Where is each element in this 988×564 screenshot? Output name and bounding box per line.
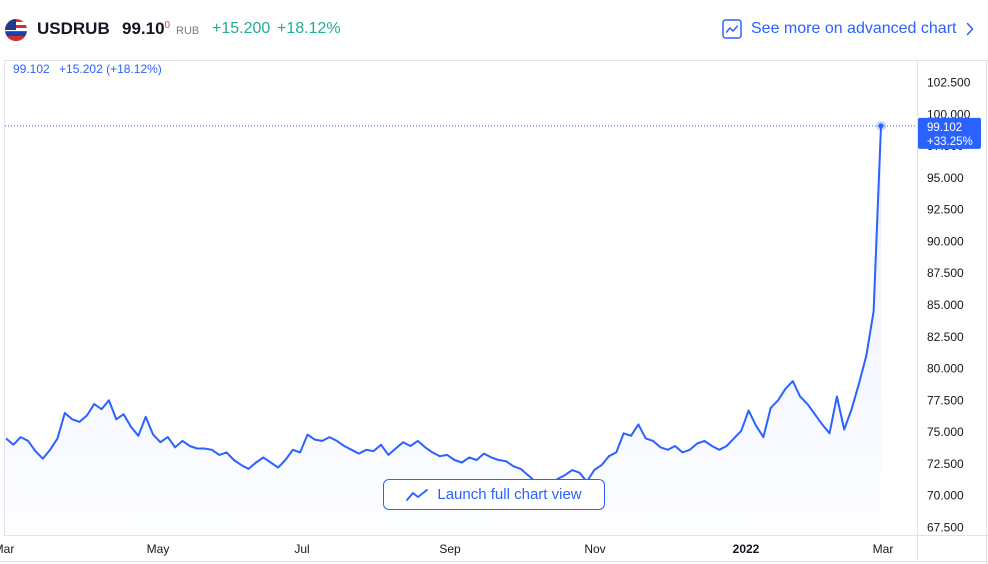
launch-full-chart-button[interactable]: Launch full chart view bbox=[383, 479, 605, 510]
x-tick-label: Mar bbox=[873, 542, 894, 556]
y-tick-label: 102.500 bbox=[927, 76, 971, 90]
x-tick-label: Nov bbox=[584, 542, 605, 556]
advanced-chart-label: See more on advanced chart bbox=[751, 20, 957, 37]
price-fraction: 0 bbox=[164, 20, 171, 31]
plot-area bbox=[5, 120, 917, 536]
last-price-label-value: 99.102 bbox=[927, 122, 962, 134]
y-tick-label: 67.500 bbox=[927, 520, 964, 534]
time-axis[interactable]: Mar May Jul Sep Nov 2022 Mar bbox=[0, 542, 893, 556]
last-price-label-pct: +33.25% bbox=[927, 136, 973, 148]
currency-label: RUB bbox=[176, 25, 200, 37]
last-price-marker: 99.102 +33.25% bbox=[918, 117, 981, 149]
y-tick-label: 80.000 bbox=[927, 362, 964, 376]
y-tick-label: 85.000 bbox=[927, 298, 964, 312]
x-tick-label: Sep bbox=[439, 542, 461, 556]
y-tick-label: 95.000 bbox=[927, 171, 964, 185]
legend-value: 99.102 bbox=[13, 62, 50, 76]
y-tick-label: 70.000 bbox=[927, 489, 964, 503]
price-main: 99.10 bbox=[122, 19, 165, 38]
launch-button-label: Launch full chart view bbox=[437, 486, 582, 503]
y-tick-label: 87.500 bbox=[927, 266, 964, 280]
y-tick-label: 90.000 bbox=[927, 235, 964, 249]
price-change-percent: +18.12% bbox=[277, 20, 341, 37]
last-price: 99.100 bbox=[122, 19, 170, 39]
y-tick-label: 75.000 bbox=[927, 425, 964, 439]
x-tick-label: Mar bbox=[0, 542, 14, 556]
y-tick-label: 82.500 bbox=[927, 330, 964, 344]
x-tick-label: Jul bbox=[294, 542, 309, 556]
y-tick-label: 92.500 bbox=[927, 203, 964, 217]
us-flag-icon bbox=[5, 19, 27, 41]
x-tick-label: 2022 bbox=[733, 542, 760, 556]
series-line bbox=[5, 125, 882, 487]
trend-line-icon bbox=[406, 488, 429, 501]
series-legend: 99.102 +15.202 (+18.12%) bbox=[13, 62, 168, 76]
y-tick-label: 77.500 bbox=[927, 393, 964, 407]
last-price-label-bg bbox=[918, 117, 981, 149]
advanced-chart-link[interactable]: See more on advanced chart bbox=[722, 17, 974, 41]
y-tick-label: 72.500 bbox=[927, 457, 964, 471]
series-area-fill bbox=[6, 125, 881, 536]
chevron-right-icon bbox=[967, 22, 974, 36]
symbol-name[interactable]: USDRUB bbox=[37, 19, 110, 38]
last-point bbox=[878, 123, 884, 129]
price-change: +15.200 bbox=[212, 20, 271, 37]
x-tick-label: May bbox=[147, 542, 170, 556]
chart-line-icon bbox=[722, 19, 742, 39]
legend-change: +15.202 (+18.12%) bbox=[59, 62, 162, 76]
symbol-header: USDRUB 99.100 RUB +15.200 +18.12% See mo… bbox=[0, 0, 988, 60]
